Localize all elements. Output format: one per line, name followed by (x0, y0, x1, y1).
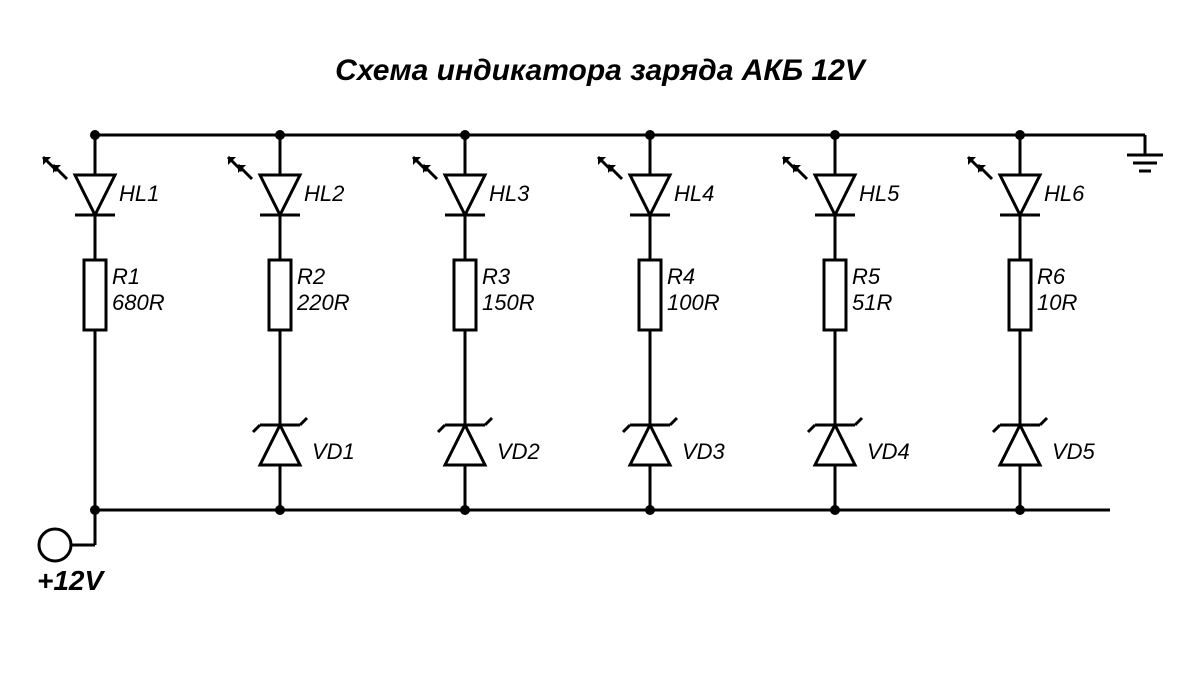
led-label: HL1 (119, 181, 159, 206)
led-label: HL4 (674, 181, 714, 206)
resistor-name: R2 (297, 264, 325, 289)
zener-label: VD4 (867, 439, 910, 464)
resistor-name: R4 (667, 264, 695, 289)
resistor-name: R5 (852, 264, 881, 289)
branch: HL2 R2220R VD1 (228, 130, 355, 515)
led-label: HL5 (859, 181, 900, 206)
resistor-name: R6 (1037, 264, 1066, 289)
branch: HL6 R610R VD5 (968, 130, 1096, 515)
resistor-value: 10R (1037, 290, 1077, 315)
zener-label: VD3 (682, 439, 726, 464)
zener-label: VD5 (1052, 439, 1096, 464)
led-label: HL2 (304, 181, 344, 206)
resistor-name: R3 (482, 264, 511, 289)
resistor-value: 680R (112, 290, 165, 315)
resistor-name: R1 (112, 264, 140, 289)
branch: HL1 R1680R (43, 130, 165, 515)
branch: HL4 R4100R VD3 (598, 130, 726, 515)
resistor-value: 220R (296, 290, 350, 315)
led-label: HL3 (489, 181, 530, 206)
branch: HL5 R551R VD4 (783, 130, 910, 515)
power-label: +12V (37, 565, 105, 596)
circuit-schematic: Схема индикатора заряда АКБ 12V +12V HL1 R1… (0, 0, 1200, 675)
zener-label: VD2 (497, 439, 540, 464)
resistor-value: 150R (482, 290, 535, 315)
power-terminal: +12V (37, 510, 105, 596)
resistor-value: 51R (852, 290, 892, 315)
schematic-title: Схема индикатора заряда АКБ 12V (335, 54, 868, 87)
branch: HL3 R3150R VD2 (413, 130, 540, 515)
resistor-value: 100R (667, 290, 720, 315)
ground-icon (1127, 135, 1163, 171)
led-label: HL6 (1044, 181, 1085, 206)
zener-label: VD1 (312, 439, 355, 464)
